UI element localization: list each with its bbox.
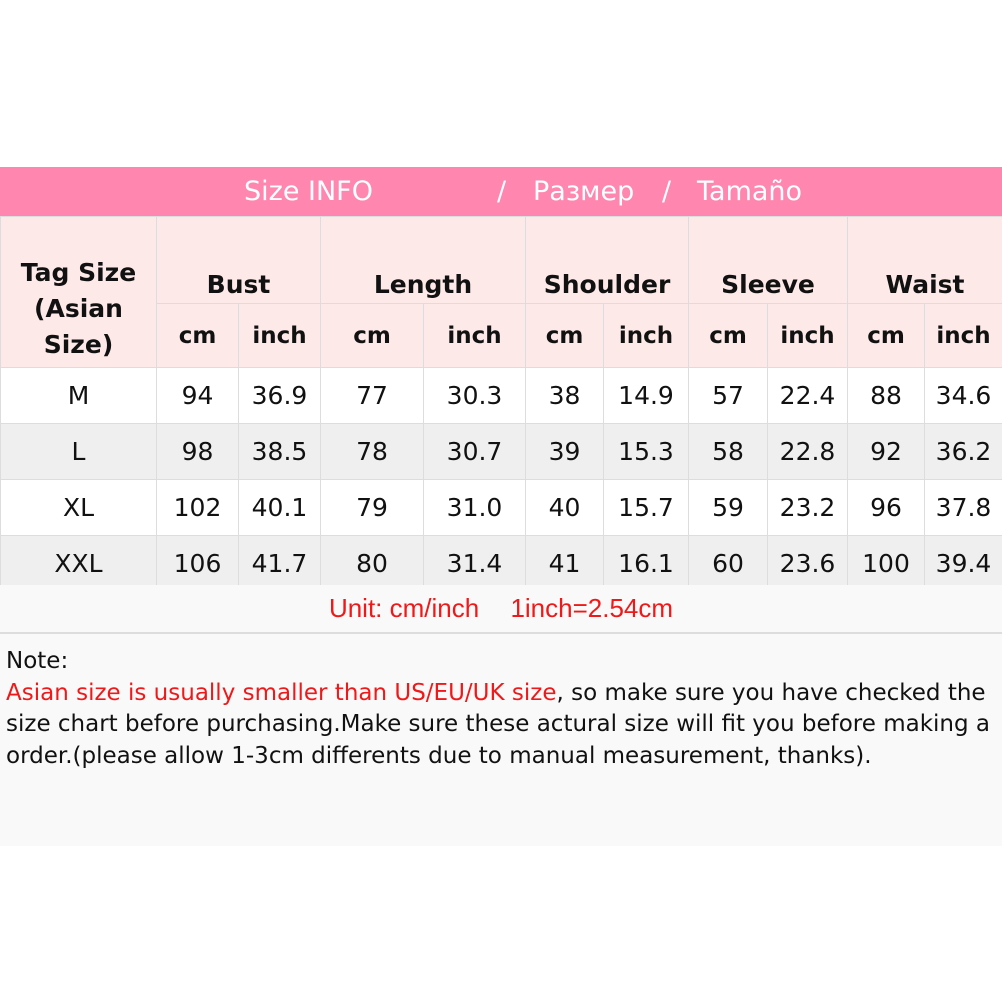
table-cell: 14.9 [603,367,690,424]
table-cell: 92 [847,423,926,480]
table-cell: 88 [847,367,926,424]
table-cell: 30.3 [422,367,527,424]
unit-header-cm: cm [320,303,424,368]
table-cell: 102 [156,479,239,536]
unit-header-inch: inch [924,303,1002,368]
table-cell: 31.4 [422,535,527,592]
banner-title: Size INFO [244,176,373,207]
table-cell: 79 [320,479,424,536]
note-label: Note: [6,648,69,674]
unit-header-cm: cm [847,303,926,368]
table-cell: 57 [688,367,769,424]
note-section: Note: Asian size is usually smaller than… [0,634,1002,846]
table-cell: 30.7 [422,423,527,480]
size-label: XL [0,479,157,536]
size-info-banner: Size INFO / Размер / Tamaño [0,167,1002,216]
table-cell: 100 [847,535,926,592]
banner-title-ru: Размер [533,176,635,207]
column-group-shoulder: Shoulder [525,216,690,304]
table-row: M 94 36.9 77 30.3 38 14.9 57 22.4 88 34.6 [0,367,1002,424]
table-cell: 16.1 [603,535,690,592]
column-group-sleeve: Sleeve [688,216,849,304]
column-group-waist: Waist [847,216,1002,304]
table-row: L 98 38.5 78 30.7 39 15.3 58 22.8 92 36.2 [0,423,1002,480]
table-cell: 34.6 [924,367,1002,424]
table-cell: 59 [688,479,769,536]
table-cell: 41 [525,535,605,592]
note-body: , so make sure you have checked the size… [6,679,991,769]
table-cell: 38 [525,367,605,424]
conversion-text: 1inch=2.54cm [510,593,674,623]
table-cell: 106 [156,535,239,592]
unit-header-cm: cm [688,303,769,368]
table-cell: 22.8 [767,423,849,480]
table-cell: 38.5 [238,423,321,480]
size-label: XXL [0,535,157,592]
table-cell: 36.9 [238,367,321,424]
table-cell: 31.0 [422,479,527,536]
size-table: Tag Size (Asian Size) Bust Length Shoulder… [0,216,1002,592]
size-label: L [0,423,157,480]
note-warning: Asian size is usually smaller than US/EU… [6,679,557,706]
table-cell: 60 [688,535,769,592]
table-cell: 39 [525,423,605,480]
unit-header-inch: inch [767,303,849,368]
unit-header-inch: inch [238,303,321,368]
tag-size-header: Tag Size (Asian Size) [0,216,157,368]
table-cell: 39.4 [924,535,1002,592]
unit-header-cm: cm [156,303,239,368]
table-cell: 15.3 [603,423,690,480]
unit-header-inch: inch [422,303,527,368]
table-cell: 96 [847,479,926,536]
table-cell: 77 [320,367,424,424]
table-cell: 40.1 [238,479,321,536]
table-cell: 58 [688,423,769,480]
table-cell: 80 [320,535,424,592]
unit-row: Unit: cm/inch 1inch=2.54cm [0,585,1002,634]
table-cell: 40 [525,479,605,536]
table-cell: 41.7 [238,535,321,592]
banner-separator: / [497,176,507,207]
table-cell: 22.4 [767,367,849,424]
table-cell: 23.2 [767,479,849,536]
table-row: XXL 106 41.7 80 31.4 41 16.1 60 23.6 100 39.4 [0,535,1002,592]
table-cell: 78 [320,423,424,480]
column-group-length: Length [319,216,527,304]
table-cell: 23.6 [767,535,849,592]
table-cell: 36.2 [924,423,1002,480]
banner-separator: / [662,176,672,207]
table-cell: 15.7 [603,479,690,536]
table-cell: 37.8 [924,479,1002,536]
column-group-bust: Bust [156,216,321,304]
table-cell: 94 [156,367,239,424]
size-label: M [0,367,157,424]
table-cell: 98 [156,423,239,480]
unit-header-inch: inch [603,303,690,368]
unit-text: Unit: cm/inch [328,593,480,623]
table-row: XL 102 40.1 79 31.0 40 15.7 59 23.2 96 37.8 [0,479,1002,536]
unit-header-cm: cm [525,303,605,368]
banner-title-es: Tamaño [697,176,803,207]
